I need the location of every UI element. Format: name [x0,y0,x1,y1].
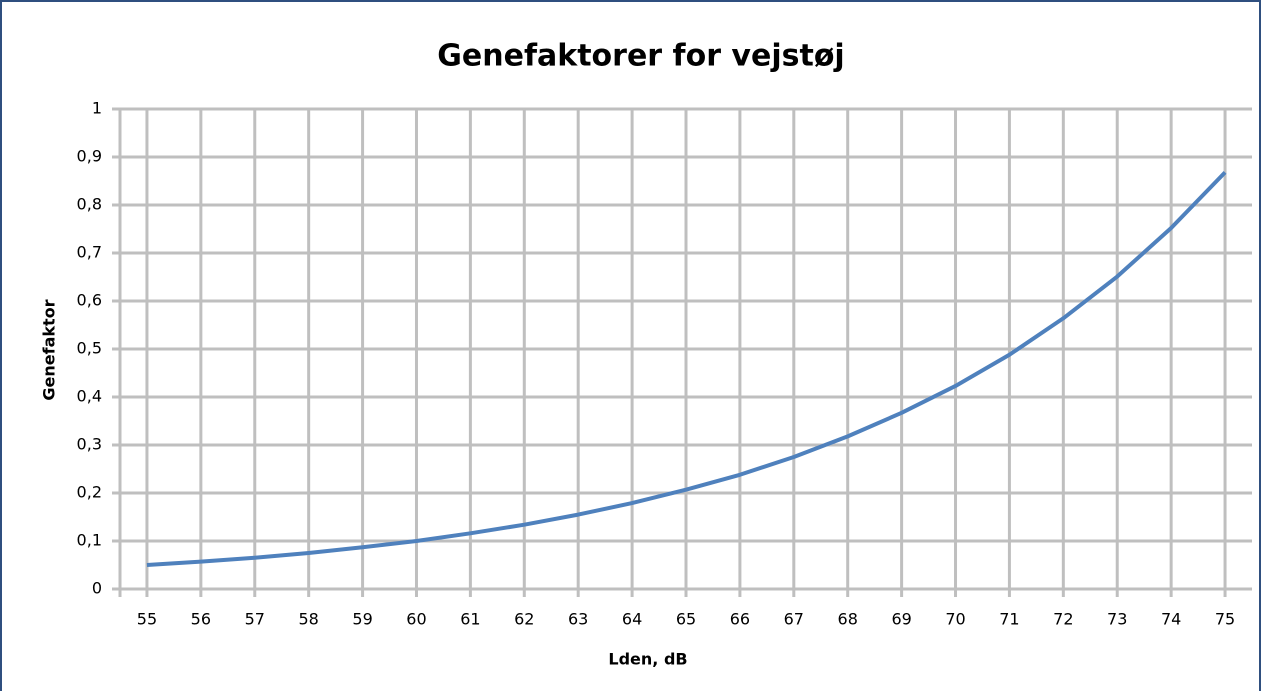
x-tick-label: 64 [622,610,642,629]
y-tick-label: 0,2 [77,483,102,502]
y-tick-label: 0,1 [77,531,102,550]
y-tick-label: 0,8 [77,195,102,214]
y-tick-label: 0,7 [77,243,102,262]
x-tick-label: 67 [784,610,804,629]
x-axis-label: Lden, dB [608,650,687,669]
x-tick-label: 72 [1053,610,1073,629]
x-tick-label: 61 [460,610,480,629]
x-tick-label: 59 [352,610,372,629]
x-tick-label: 71 [999,610,1019,629]
x-tick-label: 74 [1161,610,1181,629]
x-tick-label: 75 [1215,610,1235,629]
chart-title: Genefaktorer for vejstøj [437,39,844,74]
x-tick-label: 56 [191,610,211,629]
y-tick-label: 0,3 [77,435,102,454]
x-tick-label: 73 [1107,610,1127,629]
x-tick-label: 65 [676,610,696,629]
y-tick-label: 0,4 [77,387,102,406]
x-tick-label: 57 [245,610,265,629]
x-tick-label: 60 [406,610,426,629]
x-tick-label: 63 [568,610,588,629]
y-tick-label: 0,9 [77,147,102,166]
y-tick-label: 0,6 [77,291,102,310]
x-tick-label: 58 [298,610,318,629]
y-tick-label: 0 [92,579,102,598]
y-tick-label: 1 [92,99,102,118]
y-axis-label: Genefaktor [40,299,59,400]
x-tick-label: 66 [730,610,750,629]
x-tick-label: 69 [891,610,911,629]
x-tick-label: 55 [137,610,157,629]
x-tick-label: 70 [945,610,965,629]
y-tick-label: 0,5 [77,339,102,358]
x-tick-label: 68 [838,610,858,629]
x-tick-label: 62 [514,610,534,629]
data-line [146,170,1227,567]
